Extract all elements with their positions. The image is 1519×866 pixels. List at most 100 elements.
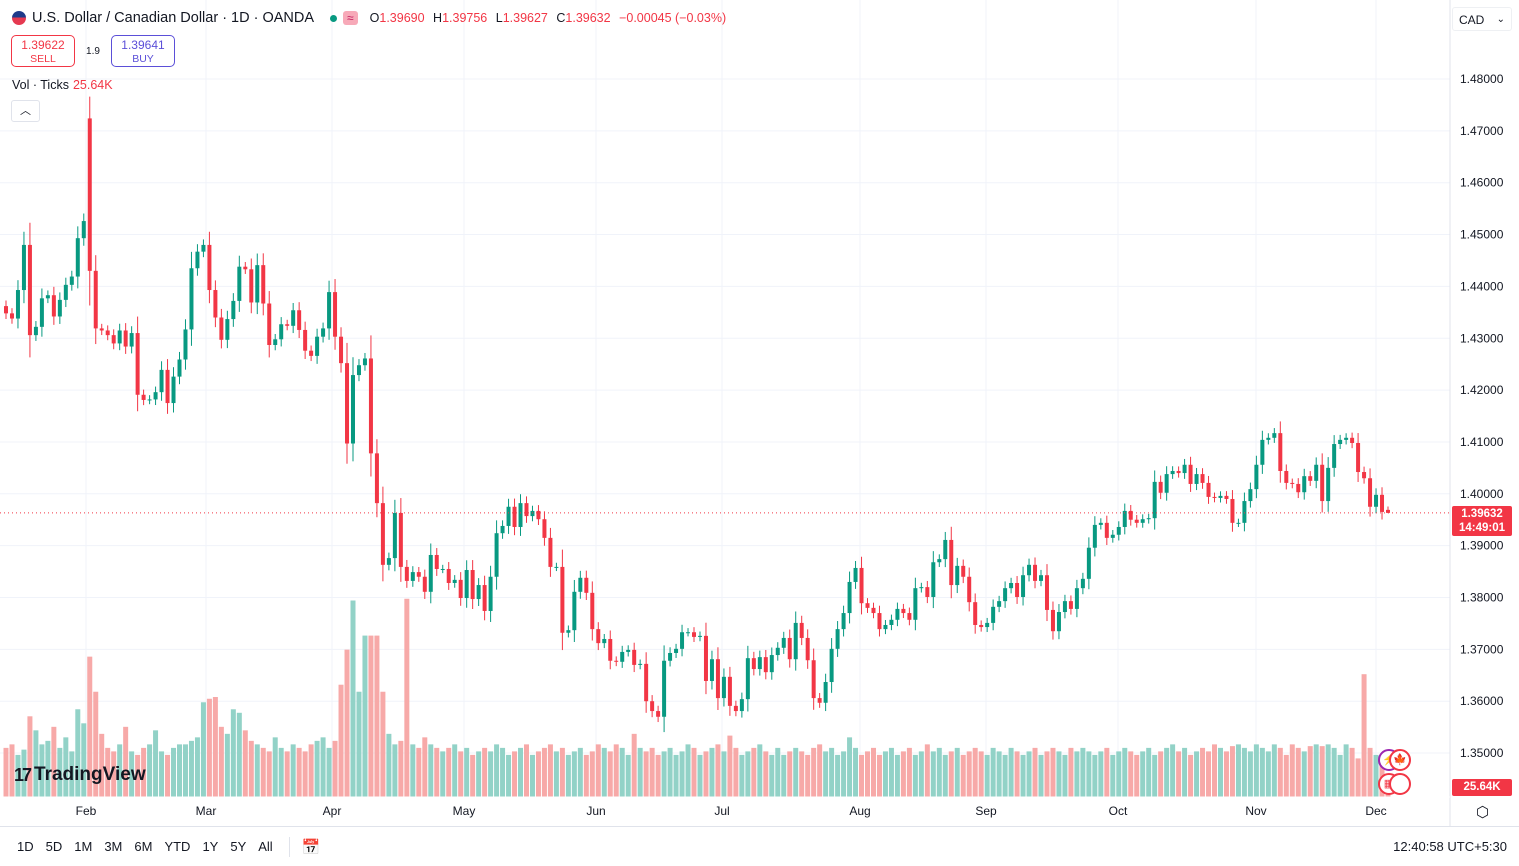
candle-body [1302,476,1307,493]
candle-body [775,647,780,656]
candle-body [578,577,583,592]
volume-bar [380,691,386,797]
candle-body [763,657,768,673]
range-button-3m[interactable]: 3M [104,839,123,854]
candle-body [506,506,511,526]
volume-bar [344,649,350,797]
volume-bar [290,744,296,797]
volume-bar [206,698,212,797]
volume-bar [1331,747,1337,797]
delayed-data-icon[interactable]: ≈ [343,11,358,25]
volume-bar [667,747,673,797]
volume-bar [685,744,691,797]
volume-bar [63,737,69,797]
candle-body [225,319,230,340]
range-button-ytd[interactable]: YTD [164,839,191,854]
volume-bar [75,709,81,797]
volume-bar [458,751,464,797]
chart-settings-icon[interactable]: ⬡ [1476,804,1490,821]
volume-bar [242,730,248,797]
volume-bar [757,744,763,797]
candle-body [1146,518,1151,520]
candle-body [1003,588,1008,602]
candle-body [668,652,673,661]
range-button-1m[interactable]: 1M [74,839,93,854]
volume-bar [829,747,835,797]
volume-bar [661,751,667,797]
candle-body [1068,601,1073,609]
volume-bar [1343,744,1349,797]
low-value: 1.39627 [502,11,548,25]
candle-body [57,299,62,317]
price-tick: 1.39000 [1460,539,1504,553]
buy-button[interactable]: 1.39641 BUY [111,35,175,67]
volume-bar [1223,751,1229,797]
range-button-1y[interactable]: 1Y [202,839,219,854]
range-button-5y[interactable]: 5Y [230,839,247,854]
volume-bar [434,747,440,797]
candle-body [1134,519,1139,523]
volume-bar [1194,751,1200,797]
volume-bar [942,754,948,797]
range-button-5d[interactable]: 5D [45,839,63,854]
volume-bar [1325,744,1331,797]
candle-body [799,622,804,638]
currency-select[interactable]: CAD ⌄ [1452,7,1512,31]
range-button-1d[interactable]: 1D [17,839,34,854]
volume-bar [1074,751,1080,797]
price-chart[interactable]: 1.48000 1.47000 1.46000 1.45000 1.44000 1.430… [0,0,1519,826]
volume-bar [326,747,332,797]
candle-body [1374,494,1379,507]
candle-body [560,566,565,633]
canada-flag-icon[interactable]: 🍁 [1389,749,1411,771]
candle-body [1230,498,1235,523]
time-axis[interactable]: Feb Mar Apr May Jun Jul Aug Sep Oct Nov Dec [76,804,1387,818]
time-tick: Jun [586,804,605,818]
candle-body [1278,433,1283,471]
symbol-header: U.S. Dollar / Canadian Dollar · 1D · OAN… [12,10,731,26]
volume-bar [1271,744,1277,797]
candle-body [350,375,355,444]
volume-bar [966,751,972,797]
candle-body [99,328,104,331]
tradingview-logo[interactable]: 17 TradingView [14,764,146,786]
calendar-goto-icon[interactable]: 📅 [301,838,321,856]
candle-body [105,330,110,336]
volume-bar [147,744,153,797]
collapse-legend-button[interactable]: ︿ [11,100,40,122]
volume-bar [1217,747,1223,797]
candle-body [596,629,601,644]
candle-body [1308,476,1313,481]
candle-body [279,324,284,340]
candle-body [638,663,643,665]
candle-body [165,369,170,404]
candle-body [572,591,577,631]
candle-body [1086,547,1091,579]
volume-bar [751,747,757,797]
volume-bar [1188,754,1194,797]
volume-bar [523,744,529,797]
volume-bar [1170,744,1176,797]
market-status-icon[interactable] [330,14,338,22]
sell-button[interactable]: 1.39622 SELL [11,35,75,67]
volume-legend[interactable]: Vol · Ticks 25.64K [12,78,113,92]
volume-bar [1367,747,1373,797]
price-axis[interactable]: 1.48000 1.47000 1.46000 1.45000 1.44000 1.430… [1460,72,1504,760]
volume-bar [308,744,314,797]
candle-body [356,365,361,376]
range-button-6m[interactable]: 6M [134,839,153,854]
clock[interactable]: 12:40:58 UTC+5:30 [1393,839,1507,854]
candle-body [410,572,415,581]
symbol-title[interactable]: U.S. Dollar / Canadian Dollar · 1D · OAN… [32,10,315,26]
volume-bar [637,747,643,797]
candle-body [1140,519,1145,523]
candle-body [817,698,822,703]
range-button-all[interactable]: All [258,839,273,854]
candle-body [1206,482,1211,497]
canada-flag-icon-2[interactable] [1389,773,1411,795]
volume-bar [93,691,99,797]
volume-bar [404,598,410,797]
candle-body [955,565,960,586]
candle-body [781,637,786,648]
volume-bar [709,747,715,797]
